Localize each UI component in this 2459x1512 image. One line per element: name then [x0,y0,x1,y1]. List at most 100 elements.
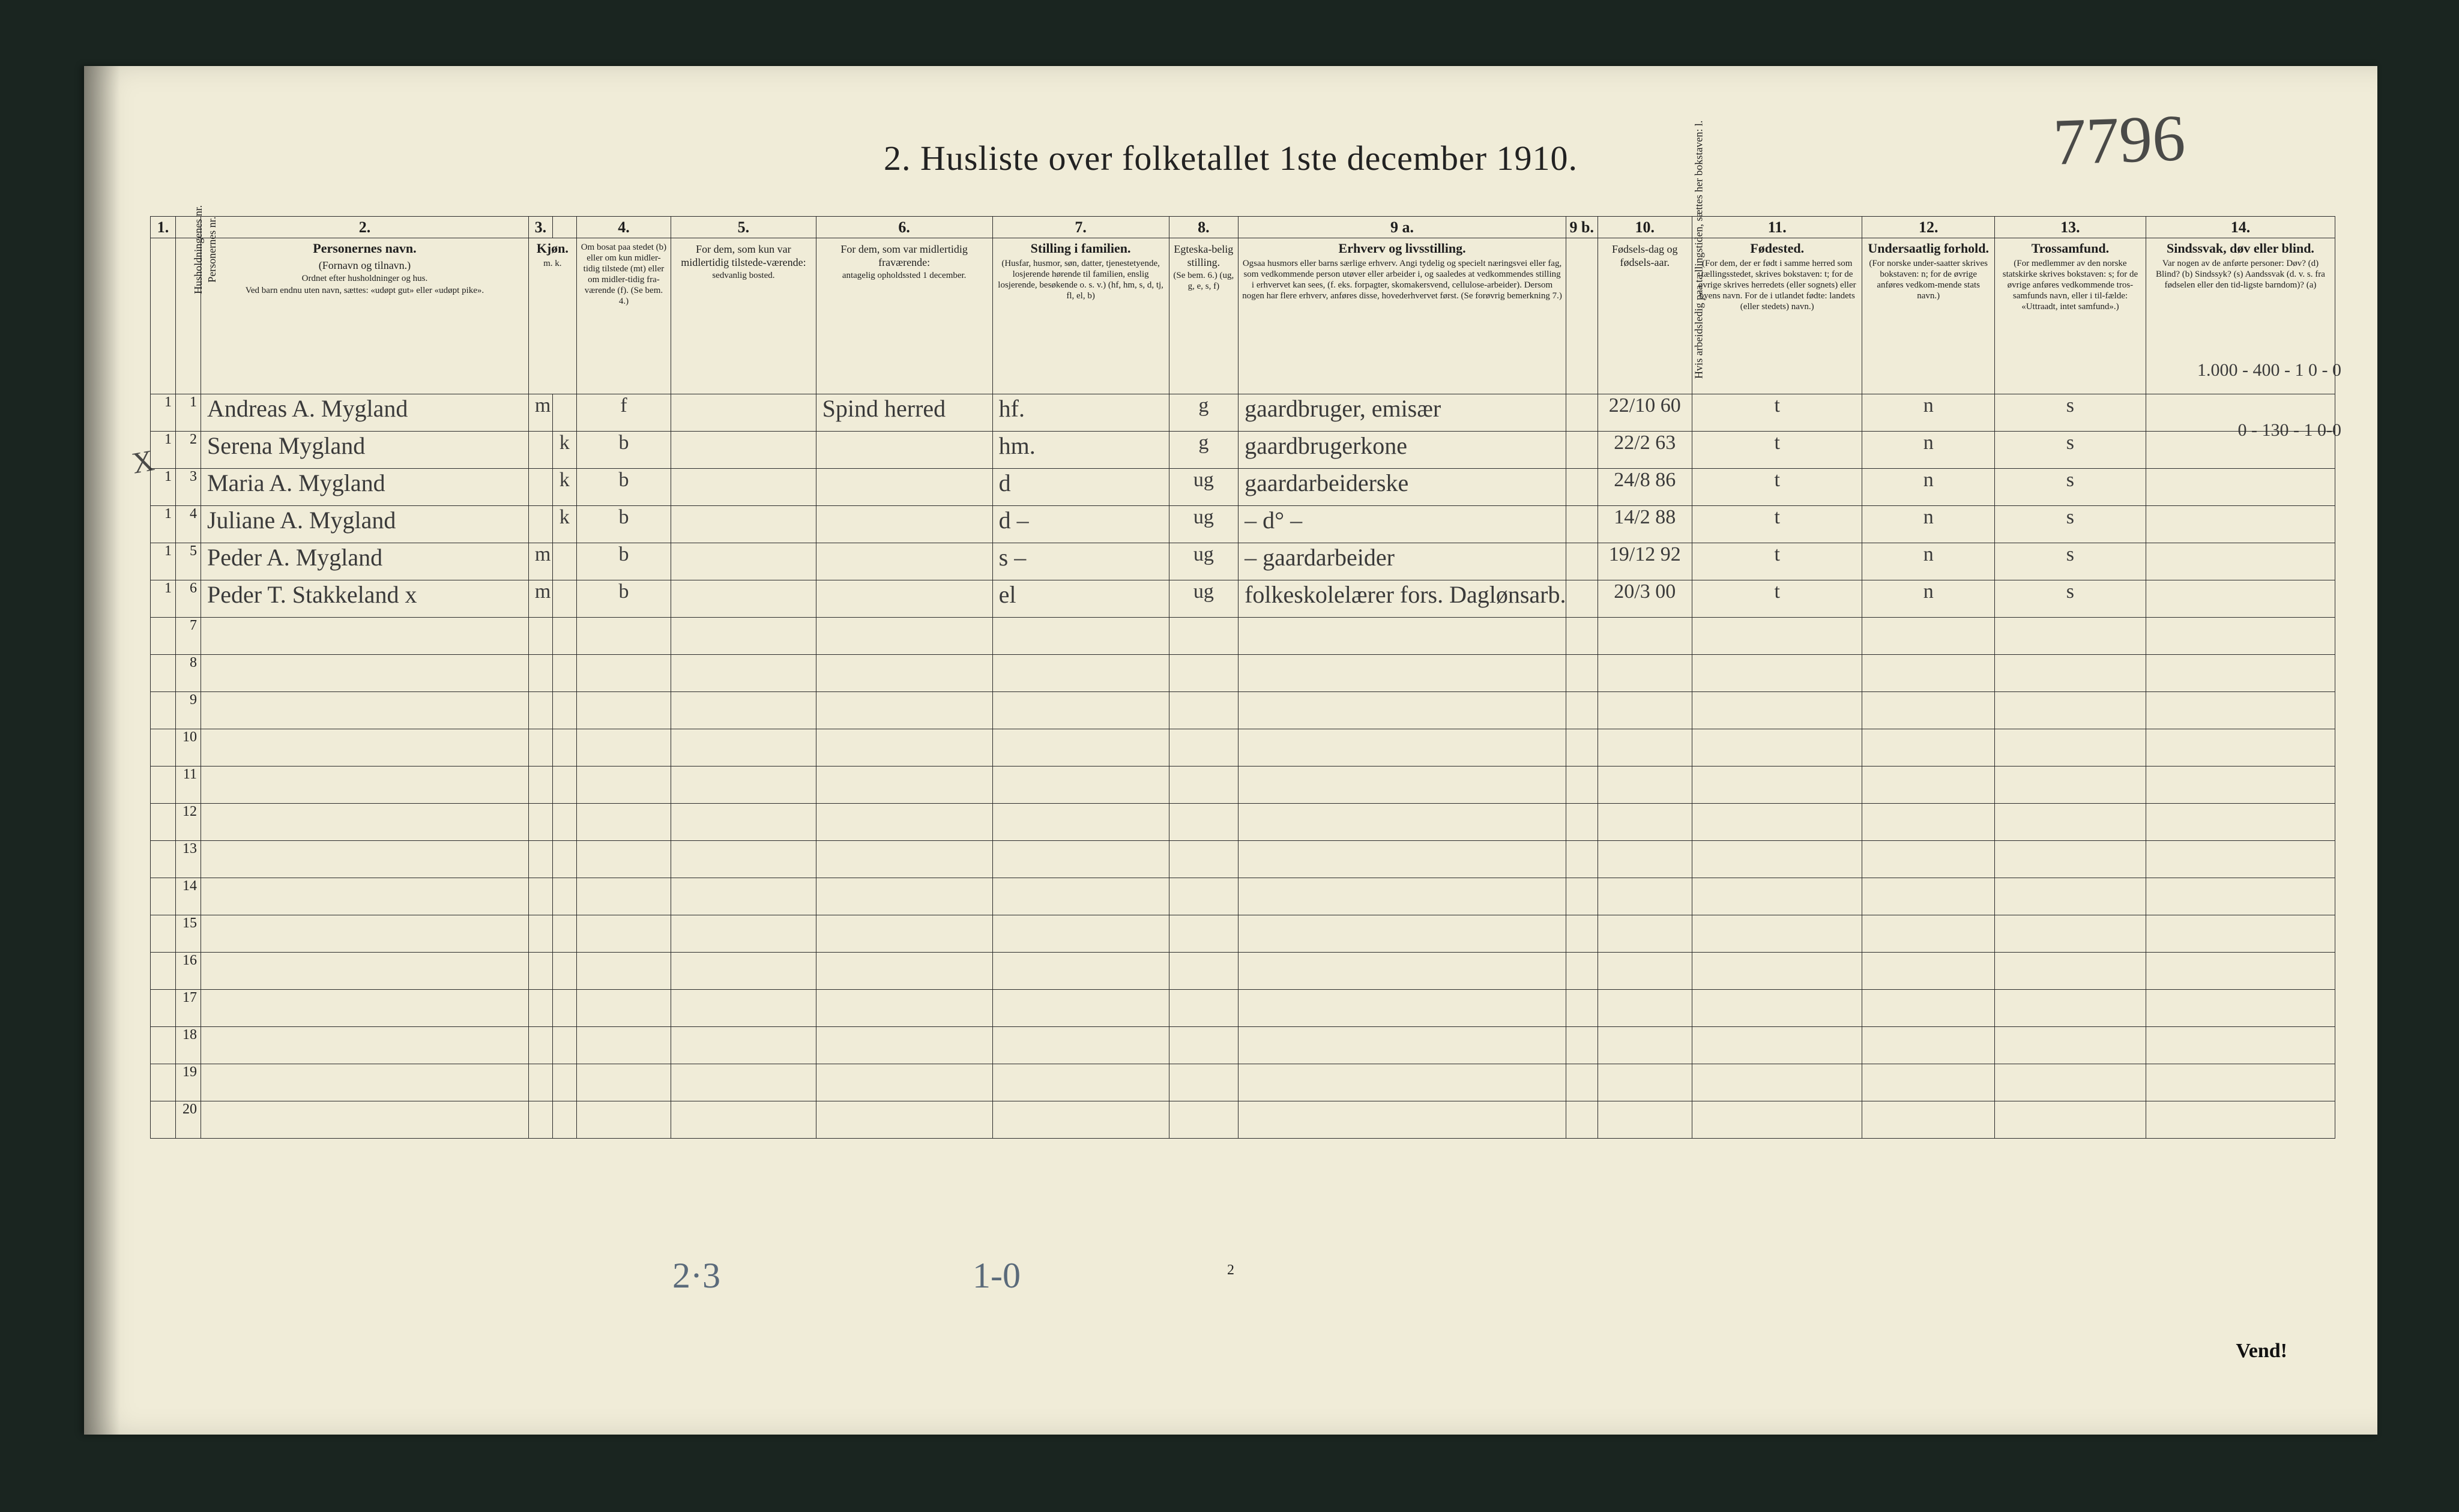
page-title: 2. Husliste over folketallet 1ste decemb… [884,139,1578,178]
col-nationality: Undersaatlig forhold. (For norske under-… [1862,238,1994,394]
cell-empty [552,878,576,915]
title-row: 2. Husliste over folketallet 1ste decemb… [84,138,2377,178]
cell-occ: – d° – [1239,506,1566,543]
cell-empty [552,655,576,692]
cell-nat: n [1862,469,1994,506]
cell-empty [1169,841,1238,878]
cell-empty [1692,767,1862,804]
top-handwritten-number: 7796 [2052,100,2186,181]
table-row-empty: 16 [151,953,2335,990]
cell-empty [671,618,816,655]
cell-empty [1862,618,1994,655]
cell-empty [151,1101,176,1139]
cell-empty [1566,1101,1598,1139]
cell-nb [1566,469,1598,506]
cell-mar: ug [1169,506,1238,543]
cell-empty [201,729,528,767]
cell-empty [201,655,528,692]
cell-empty [1598,953,1692,990]
cell-empty [671,767,816,804]
cell-empty [151,618,176,655]
cell-sex_m: m [528,580,552,618]
cell-empty [1862,655,1994,692]
cell-empty [671,1064,816,1101]
cell-occ: – gaardarbeider [1239,543,1566,580]
col-sublabel: sedvanlig bosted. [675,270,812,281]
cell-empty [1692,1027,1862,1064]
cell-empty [1692,915,1862,953]
cell-empty [576,655,671,692]
cell-empty [671,990,816,1027]
cell-name: Juliane A. Mygland [201,506,528,543]
table-row-empty: 7 [151,618,2335,655]
cell-empty [1566,655,1598,692]
colnum: 10. [1598,217,1692,238]
cell-empty [2146,1101,2335,1139]
table-row-empty: 11 [151,767,2335,804]
cell-mar: ug [1169,580,1238,618]
bottom-annotation-1: 2·3 [672,1255,720,1297]
cell-empty: 11 [175,767,201,804]
cell-empty [201,692,528,729]
cell-empty [576,804,671,841]
cell-sex_k [552,543,576,580]
table-row-empty: 18 [151,1027,2335,1064]
cell-empty [151,1064,176,1101]
cell-name: Peder T. Stakkeland x [201,580,528,618]
cell-empty [1169,1101,1238,1139]
cell-pn: 1 [175,394,201,432]
cell-empty [1169,767,1238,804]
cell-nat: n [1862,506,1994,543]
cell-empty [1598,1101,1692,1139]
col-religion: Trossamfund. (For medlemmer av den norsk… [1994,238,2146,394]
cell-empty [1994,767,2146,804]
cell-empty: 14 [175,878,201,915]
cell-empty [151,915,176,953]
cell-empty [1598,692,1692,729]
cell-empty [528,655,552,692]
cell-empty [992,655,1169,692]
cell-empty [1239,729,1566,767]
cell-sex_k [552,394,576,432]
cell-bd: 24/8 86 [1598,469,1692,506]
cell-empty [816,878,992,915]
cell-res: b [576,469,671,506]
cell-empty [1598,618,1692,655]
table-row-empty: 17 [151,990,2335,1027]
cell-empty [816,915,992,953]
cell-rel: s [1994,506,2146,543]
cell-name: Andreas A. Mygland [201,394,528,432]
cell-empty [552,767,576,804]
cell-empty [1566,618,1598,655]
cell-empty [552,990,576,1027]
cell-hh: 1 [151,432,176,469]
cell-empty [576,990,671,1027]
cell-dis [2146,506,2335,543]
table-row-empty: 8 [151,655,2335,692]
cell-empty [201,953,528,990]
cell-empty [671,1027,816,1064]
cell-empty [992,767,1169,804]
cell-empty [151,953,176,990]
cell-empty [1994,1101,2146,1139]
col-label: Om bosat paa stedet (b) eller om kun mid… [581,242,667,307]
cell-empty [576,692,671,729]
col-name: Personernes navn. (Fornavn og tilnavn.) … [201,238,528,394]
table-body: 11Andreas A. MyglandmfSpind herredhf.gga… [151,394,2335,1139]
col-sex: Kjøn. m. k. [528,238,576,394]
cell-dis [2146,543,2335,580]
cell-empty [528,841,552,878]
colnum: 5. [671,217,816,238]
cell-dis [2146,580,2335,618]
cell-sex_m [528,432,552,469]
cell-empty [1598,729,1692,767]
cell-away [816,506,992,543]
cell-away: Spind herred [816,394,992,432]
cell-sex_m: m [528,543,552,580]
col-marital: Egteska-belig stilling. (Se bem. 6.) (ug… [1169,238,1238,394]
cell-nat: n [1862,394,1994,432]
cell-empty [1994,841,2146,878]
cell-empty [816,729,992,767]
cell-empty [528,692,552,729]
cell-empty [2146,915,2335,953]
